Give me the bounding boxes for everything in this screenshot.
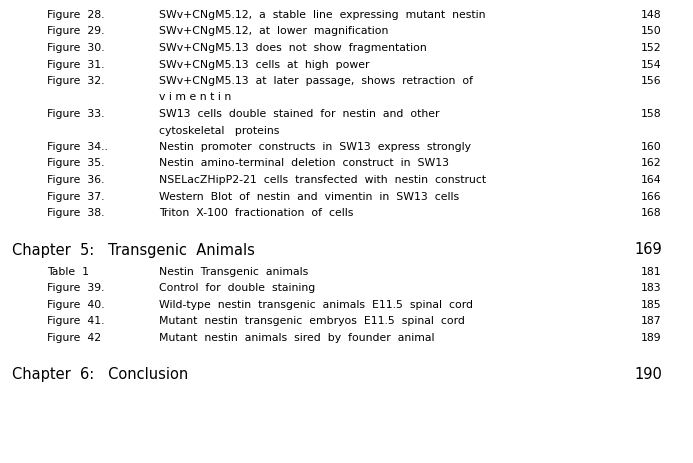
Text: 168: 168 xyxy=(641,207,662,218)
Text: Figure  35.: Figure 35. xyxy=(47,158,105,168)
Text: 189: 189 xyxy=(641,332,662,342)
Text: 187: 187 xyxy=(641,316,662,325)
Text: Nestin  promoter  constructs  in  SW13  express  strongly: Nestin promoter constructs in SW13 expre… xyxy=(159,142,471,152)
Text: Figure  32.: Figure 32. xyxy=(47,76,105,86)
Text: 185: 185 xyxy=(641,299,662,309)
Text: SW13  cells  double  stained  for  nestin  and  other: SW13 cells double stained for nestin and… xyxy=(159,109,440,119)
Text: 181: 181 xyxy=(641,266,662,276)
Text: cytoskeletal   proteins: cytoskeletal proteins xyxy=(159,125,280,135)
Text: 190: 190 xyxy=(634,367,662,382)
Text: 148: 148 xyxy=(641,10,662,20)
Text: 164: 164 xyxy=(641,175,662,185)
Text: 156: 156 xyxy=(641,76,662,86)
Text: Mutant  nestin  animals  sired  by  founder  animal: Mutant nestin animals sired by founder a… xyxy=(159,332,435,342)
Text: 152: 152 xyxy=(641,43,662,53)
Text: NSELacZHipP2-21  cells  transfected  with  nestin  construct: NSELacZHipP2-21 cells transfected with n… xyxy=(159,175,486,185)
Text: v i m e n t i n: v i m e n t i n xyxy=(159,92,231,102)
Text: Figure  30.: Figure 30. xyxy=(47,43,105,53)
Text: 169: 169 xyxy=(634,242,662,257)
Text: SWv+CNgM5.13  cells  at  high  power: SWv+CNgM5.13 cells at high power xyxy=(159,59,370,69)
Text: SWv+CNgM5.13  does  not  show  fragmentation: SWv+CNgM5.13 does not show fragmentation xyxy=(159,43,427,53)
Text: 162: 162 xyxy=(641,158,662,168)
Text: 154: 154 xyxy=(641,59,662,69)
Text: 183: 183 xyxy=(641,283,662,293)
Text: Figure  31.: Figure 31. xyxy=(47,59,105,69)
Text: Chapter  5:   Transgenic  Animals: Chapter 5: Transgenic Animals xyxy=(12,242,255,257)
Text: SWv+CNgM5.12,  a  stable  line  expressing  mutant  nestin: SWv+CNgM5.12, a stable line expressing m… xyxy=(159,10,486,20)
Text: 150: 150 xyxy=(641,26,662,37)
Text: Nestin  Transgenic  animals: Nestin Transgenic animals xyxy=(159,266,308,276)
Text: Wild-type  nestin  transgenic  animals  E11.5  spinal  cord: Wild-type nestin transgenic animals E11.… xyxy=(159,299,473,309)
Text: Figure  42: Figure 42 xyxy=(47,332,101,342)
Text: Figure  36.: Figure 36. xyxy=(47,175,105,185)
Text: SWv+CNgM5.12,  at  lower  magnification: SWv+CNgM5.12, at lower magnification xyxy=(159,26,389,37)
Text: Figure  39.: Figure 39. xyxy=(47,283,105,293)
Text: Triton  X-100  fractionation  of  cells: Triton X-100 fractionation of cells xyxy=(159,207,353,218)
Text: Figure  37.: Figure 37. xyxy=(47,191,105,201)
Text: Figure  34..: Figure 34.. xyxy=(47,142,108,152)
Text: Mutant  nestin  transgenic  embryos  E11.5  spinal  cord: Mutant nestin transgenic embryos E11.5 s… xyxy=(159,316,465,325)
Text: 160: 160 xyxy=(641,142,662,152)
Text: 166: 166 xyxy=(641,191,662,201)
Text: Figure  40.: Figure 40. xyxy=(47,299,105,309)
Text: 158: 158 xyxy=(641,109,662,119)
Text: Nestin  amino-terminal  deletion  construct  in  SW13: Nestin amino-terminal deletion construct… xyxy=(159,158,449,168)
Text: Western  Blot  of  nestin  and  vimentin  in  SW13  cells: Western Blot of nestin and vimentin in S… xyxy=(159,191,459,201)
Text: Chapter  6:   Conclusion: Chapter 6: Conclusion xyxy=(12,367,188,382)
Text: Figure  28.: Figure 28. xyxy=(47,10,105,20)
Text: Control  for  double  staining: Control for double staining xyxy=(159,283,315,293)
Text: Table  1: Table 1 xyxy=(47,266,89,276)
Text: Figure  33.: Figure 33. xyxy=(47,109,105,119)
Text: Figure  29.: Figure 29. xyxy=(47,26,105,37)
Text: Figure  38.: Figure 38. xyxy=(47,207,105,218)
Text: Figure  41.: Figure 41. xyxy=(47,316,105,325)
Text: SWv+CNgM5.13  at  later  passage,  shows  retraction  of: SWv+CNgM5.13 at later passage, shows ret… xyxy=(159,76,473,86)
